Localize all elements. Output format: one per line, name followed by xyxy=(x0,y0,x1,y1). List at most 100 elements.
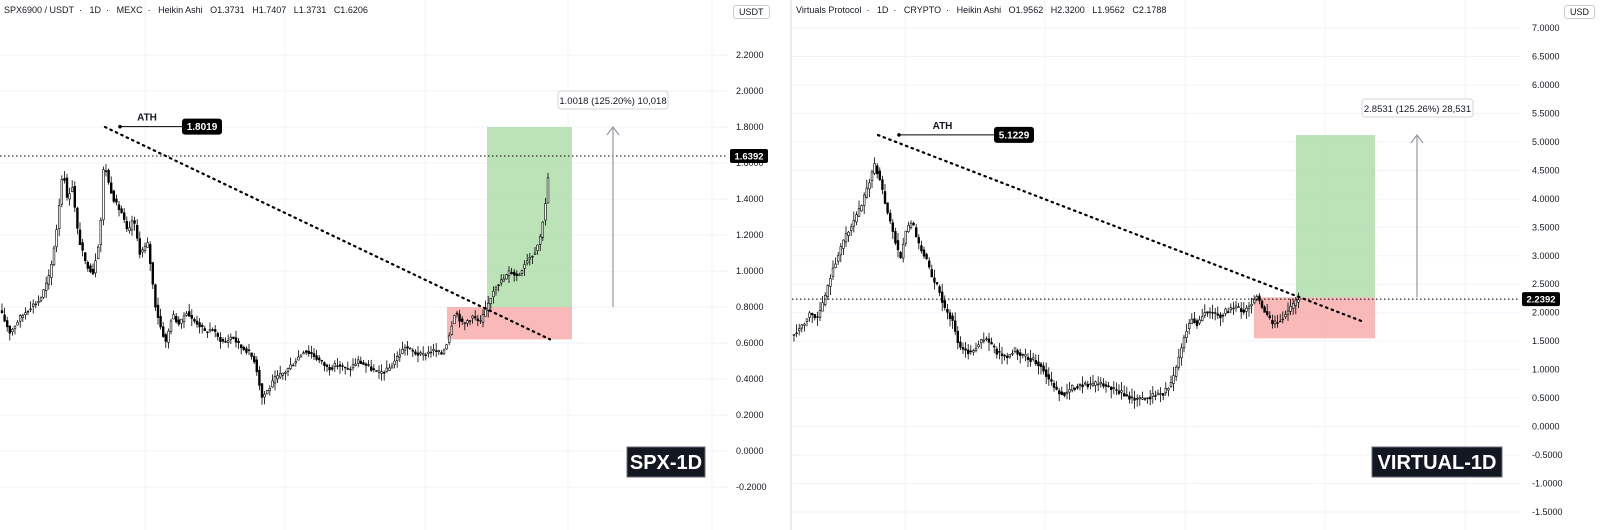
candle xyxy=(237,340,240,344)
candle xyxy=(182,315,186,322)
candle xyxy=(1289,305,1292,312)
candle xyxy=(954,320,957,332)
candle xyxy=(1245,307,1248,312)
candle xyxy=(447,335,451,344)
resistance-trendline[interactable] xyxy=(876,133,1364,323)
candle xyxy=(847,231,850,236)
resistance-trendline[interactable] xyxy=(103,125,552,341)
candle xyxy=(141,249,144,253)
y-tick-label: 5.0000 xyxy=(1532,137,1560,147)
candle xyxy=(1130,396,1134,399)
candle xyxy=(1122,393,1126,397)
candle xyxy=(375,370,378,372)
ath-label: ATH xyxy=(137,113,157,124)
candle xyxy=(1260,300,1264,308)
candle xyxy=(138,238,141,255)
candle xyxy=(1102,383,1105,387)
candle xyxy=(546,177,550,204)
candle xyxy=(1104,384,1108,387)
y-tick-label: 3.5000 xyxy=(1532,222,1560,232)
candle xyxy=(930,269,933,278)
candle xyxy=(933,277,936,283)
candle xyxy=(372,368,375,370)
candle xyxy=(1125,394,1128,397)
candle xyxy=(515,273,519,276)
candle xyxy=(201,324,204,327)
candle xyxy=(302,352,305,355)
candle xyxy=(99,219,103,246)
candle xyxy=(479,320,482,322)
measure-arrow-head xyxy=(606,126,620,136)
candle xyxy=(341,365,344,367)
candle xyxy=(328,366,331,371)
candle xyxy=(849,226,853,231)
currency-button[interactable]: USD xyxy=(1564,5,1596,19)
candle xyxy=(1073,387,1076,390)
candle xyxy=(224,341,227,343)
candle xyxy=(1138,397,1141,400)
candle xyxy=(792,334,796,336)
candle xyxy=(1076,386,1079,389)
y-tick-label: 0.4000 xyxy=(736,374,764,384)
candle xyxy=(232,336,235,339)
candle xyxy=(1263,306,1266,313)
currency-button[interactable]: USDT xyxy=(733,5,770,19)
candle xyxy=(1141,397,1144,400)
y-tick-label: 0.2000 xyxy=(736,410,764,420)
candle xyxy=(1083,382,1087,385)
candle xyxy=(876,165,879,175)
candle xyxy=(870,171,874,181)
ohlc-low: L1.3731 xyxy=(293,5,327,15)
candle xyxy=(886,202,889,214)
candle xyxy=(481,314,485,323)
virtual-chart-panel[interactable]: 7.0000 6.5000 6.0000 5.5000 5.0000 4.5000 4.00… xyxy=(792,0,1600,530)
candle xyxy=(1268,315,1271,318)
candle xyxy=(377,370,381,373)
candle xyxy=(803,323,806,326)
candle xyxy=(421,353,425,356)
candle xyxy=(112,190,116,202)
candle xyxy=(1216,313,1219,316)
candle xyxy=(159,316,162,328)
candle xyxy=(42,289,45,298)
candle xyxy=(273,376,277,384)
spx-chart-canvas[interactable]: 2.2000 2.0000 1.8000 1.6000 1.4000 1.2000 1.00… xyxy=(0,0,790,530)
candle xyxy=(1250,304,1253,307)
candle xyxy=(286,368,290,372)
candle xyxy=(1203,312,1206,316)
chart-style-label: Heikin Ashi xyxy=(956,5,1002,15)
candle xyxy=(1011,352,1014,355)
candle xyxy=(492,290,495,298)
panel-divider[interactable] xyxy=(790,0,792,530)
candle xyxy=(1029,357,1032,362)
take-profit-zone[interactable] xyxy=(487,127,572,307)
candle xyxy=(1291,303,1295,309)
candle xyxy=(1094,381,1097,386)
spx-chart-panel[interactable]: 2.2000 2.0000 1.8000 1.6000 1.4000 1.2000 1.00… xyxy=(0,0,790,530)
candle xyxy=(143,245,147,251)
candle xyxy=(925,253,928,260)
exchange-label: CRYPTO xyxy=(903,5,942,15)
y-tick-label: 6.5000 xyxy=(1532,51,1560,61)
candle xyxy=(523,264,526,269)
candle xyxy=(915,227,918,237)
candle xyxy=(1276,322,1279,324)
candle xyxy=(1065,391,1069,394)
y-tick-label: 2.5000 xyxy=(1532,279,1560,289)
candle xyxy=(844,233,848,243)
candle xyxy=(1008,354,1011,358)
y-tick-label: -1.5000 xyxy=(1532,507,1563,517)
candle xyxy=(1000,353,1004,356)
candle xyxy=(985,338,988,340)
candle xyxy=(57,205,61,230)
current-price-value: 2.2392 xyxy=(1526,295,1555,306)
candle xyxy=(188,311,191,317)
candle xyxy=(868,182,871,190)
candle xyxy=(242,346,245,350)
candle xyxy=(227,340,230,343)
virtual-chart-canvas[interactable]: 7.0000 6.5000 6.0000 5.5000 5.0000 4.5000 4.00… xyxy=(792,0,1600,530)
take-profit-zone[interactable] xyxy=(1296,135,1375,298)
candle xyxy=(445,344,448,350)
candle xyxy=(842,239,845,249)
candle xyxy=(219,336,222,342)
